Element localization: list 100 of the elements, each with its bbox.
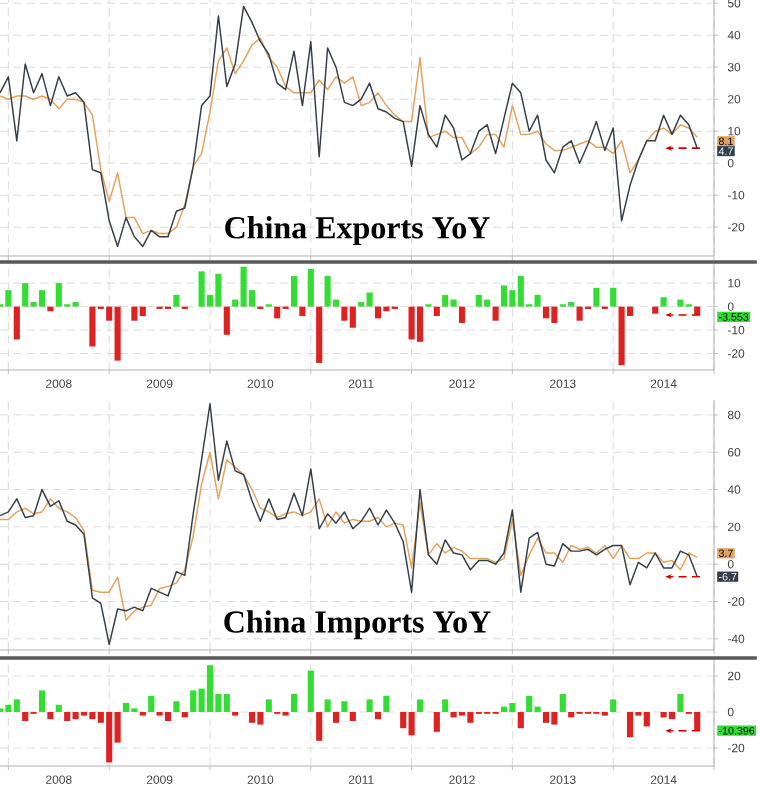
bar [568,301,575,307]
bar [265,699,272,713]
bar [122,703,130,713]
bar [240,266,247,307]
bar [374,306,382,319]
bar [433,712,440,732]
bar [610,287,617,307]
bar [332,712,340,723]
bar [517,712,524,729]
bar [164,712,172,722]
bar [534,294,541,307]
bar [694,712,701,731]
bar [324,699,331,713]
bar [64,712,71,722]
bar [677,694,684,713]
bar [106,712,113,763]
bar [274,306,281,319]
bar [358,301,365,307]
bar [89,306,96,347]
bar [173,701,180,713]
bar [223,694,230,713]
bar [484,299,491,307]
bar [551,306,558,324]
bar [408,712,415,736]
bar [131,306,138,321]
bar [349,712,356,722]
bar [618,306,625,366]
bar [316,712,323,741]
bar [366,292,373,307]
bar [349,306,356,328]
bar [668,712,676,720]
bar [223,306,230,335]
bar [198,271,205,307]
bar [509,703,516,713]
bar [643,712,650,727]
bar [307,269,314,307]
bar [181,712,188,718]
bar [139,306,146,317]
bar [324,276,331,307]
line-series [0,402,698,646]
bar [290,276,298,307]
bar [72,301,79,307]
bar [206,665,214,713]
bar [248,712,256,723]
bar [467,712,474,723]
bar [148,695,155,713]
line-series [0,5,698,248]
bar [341,701,348,713]
bar [299,306,306,317]
bar [114,306,121,361]
bar [5,704,12,713]
bar [500,706,508,713]
bar [458,306,466,324]
bar [526,695,533,713]
bar [408,306,415,340]
bar [559,694,566,713]
bar [316,306,323,363]
bar [677,299,684,307]
bar [660,712,667,718]
bar [568,712,575,718]
bar [366,699,373,713]
bar [610,699,617,713]
bar [416,306,424,342]
bar [416,699,424,713]
bar [190,690,197,713]
bar [13,306,20,340]
bar [257,712,264,725]
bar [215,273,222,307]
bar [500,285,508,307]
bar [5,290,12,307]
bar [542,306,550,319]
bar [542,712,550,723]
bar [492,306,499,321]
bar [55,704,62,713]
bar [22,283,29,307]
bar [47,712,54,720]
bar [383,695,390,713]
bar [433,306,440,317]
bar [450,712,457,718]
bar [38,690,46,713]
bar [652,306,659,314]
bar [72,712,79,720]
bar [374,712,382,720]
bar [173,294,180,307]
bar [475,294,482,307]
bar [450,299,457,307]
text: China Exports YoY [225,216,490,246]
bar [341,306,348,321]
bar [626,712,634,738]
text: China Imports YoY [224,610,491,640]
bar [593,287,600,307]
bar [22,712,29,722]
bar [442,294,449,307]
bar [442,699,449,713]
bar [89,712,96,720]
bar [307,670,314,713]
bar [13,699,20,713]
bar [400,712,407,729]
bar [290,694,298,713]
bar [660,297,667,307]
